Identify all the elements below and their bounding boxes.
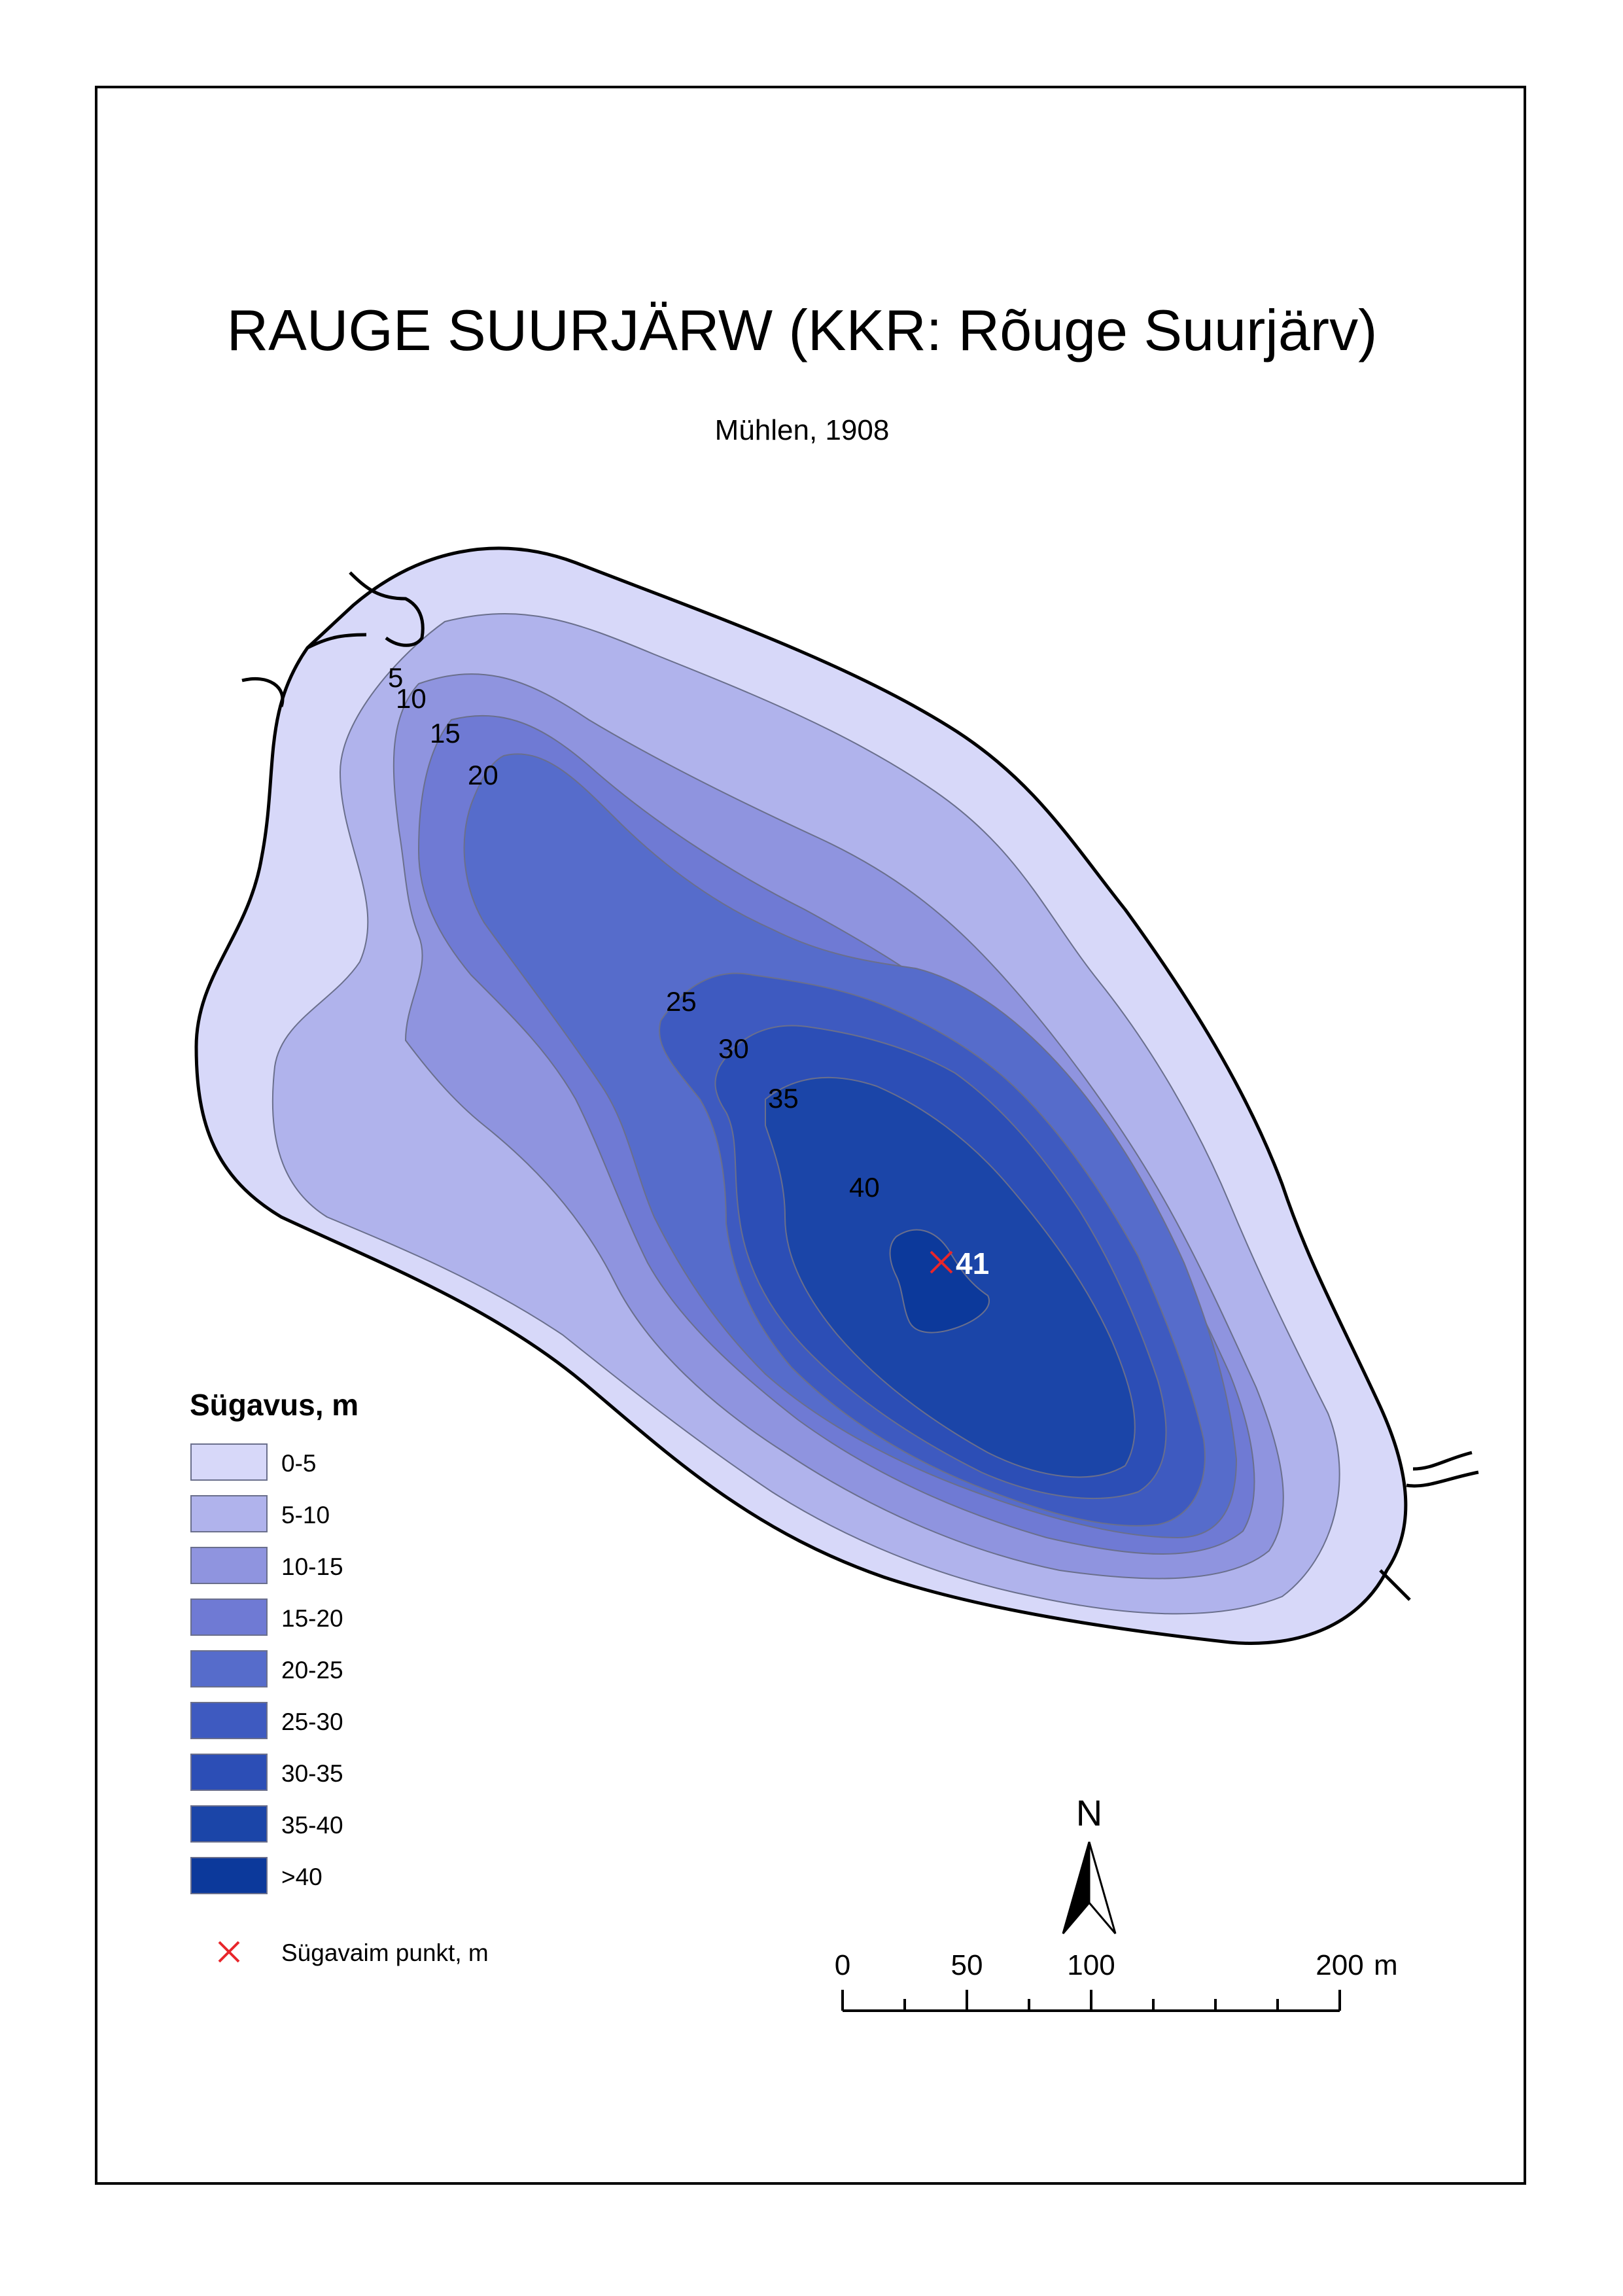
north-arrow-dark-half-icon xyxy=(1062,1841,1091,1934)
contour-label-15: 15 xyxy=(430,718,461,749)
legend-label: 35-40 xyxy=(281,1812,343,1839)
legend-swatch xyxy=(190,1857,268,1894)
contour-label-40: 40 xyxy=(849,1172,880,1203)
legend-items: 0-5 5-10 10-15 15-20 20-25 25-30 30-35 35-40 >40 xyxy=(190,1443,343,1894)
inlet-stream-northwest-2 xyxy=(306,633,367,650)
depth-zone-over-40 xyxy=(889,1229,990,1333)
lake-depth-zones xyxy=(194,546,1408,1645)
deepest-point-marker: 41 xyxy=(930,1246,989,1280)
scale-unit: m xyxy=(1374,1949,1398,1981)
scale-label-0: 0 xyxy=(835,1949,850,1981)
outlet-stream-east-upper xyxy=(1412,1451,1473,1471)
contour-label-35: 35 xyxy=(768,1083,799,1114)
legend-swatch xyxy=(190,1754,268,1791)
legend-swatch xyxy=(190,1443,268,1481)
legend-swatch xyxy=(190,1547,268,1584)
scale-bar xyxy=(841,1990,1341,2012)
legend-swatch xyxy=(190,1805,268,1843)
north-arrow-label: N xyxy=(1076,1792,1102,1833)
legend-label: 5-10 xyxy=(281,1502,330,1528)
streams xyxy=(241,571,1479,1601)
scale-label-200: 200 xyxy=(1316,1949,1363,1981)
legend-label: 15-20 xyxy=(281,1605,343,1632)
legend-label: 30-35 xyxy=(281,1760,343,1787)
inlet-stream-northwest xyxy=(349,571,425,647)
contour-label-20: 20 xyxy=(468,760,498,790)
inlet-stream-west xyxy=(241,677,285,707)
legend-title: Sügavus, m xyxy=(190,1388,358,1422)
legend-swatch xyxy=(190,1650,268,1687)
north-arrow: N xyxy=(1062,1792,1117,1934)
map-subtitle: Mühlen, 1908 xyxy=(715,414,890,446)
legend-label: >40 xyxy=(281,1863,323,1890)
legend-label: 0-5 xyxy=(281,1450,316,1477)
contour-labels: 5 10 15 20 25 30 35 40 xyxy=(388,662,880,1203)
legend-label: 10-15 xyxy=(281,1553,343,1580)
outlet-stream-southeast xyxy=(1379,1569,1411,1601)
legend: Sügavus, m 0-5 5-10 10-15 15-20 20-25 25-30 30… xyxy=(190,1388,489,1966)
deepest-point-legend-label: Sügavaim punkt, m xyxy=(281,1939,489,1966)
contour-label-30: 30 xyxy=(718,1033,749,1064)
contour-label-5: 5 xyxy=(388,662,403,693)
scale-bar-labels: 0 50 100 200 m xyxy=(835,1949,1398,1981)
scale-label-100: 100 xyxy=(1067,1949,1115,1981)
deepest-point-x-icon xyxy=(930,1250,953,1274)
map-title: RAUGE SUURJÄRW (KKR: Rõuge Suurjärv) xyxy=(227,298,1378,362)
contour-label-25: 25 xyxy=(666,986,697,1017)
contour-label-10: 10 xyxy=(396,683,427,714)
scale-label-50: 50 xyxy=(951,1949,983,1981)
deepest-point-value: 41 xyxy=(956,1246,989,1280)
legend-swatch xyxy=(190,1702,268,1739)
map-frame xyxy=(95,86,1526,2185)
legend-swatch xyxy=(190,1598,268,1636)
outlet-stream-east-lower xyxy=(1406,1470,1479,1488)
deepest-point-legend-icon xyxy=(218,1941,240,1963)
legend-swatch xyxy=(190,1495,268,1532)
legend-label: 25-30 xyxy=(281,1708,343,1735)
legend-label: 20-25 xyxy=(281,1657,343,1684)
north-arrow-light-half-icon xyxy=(1088,1841,1117,1934)
